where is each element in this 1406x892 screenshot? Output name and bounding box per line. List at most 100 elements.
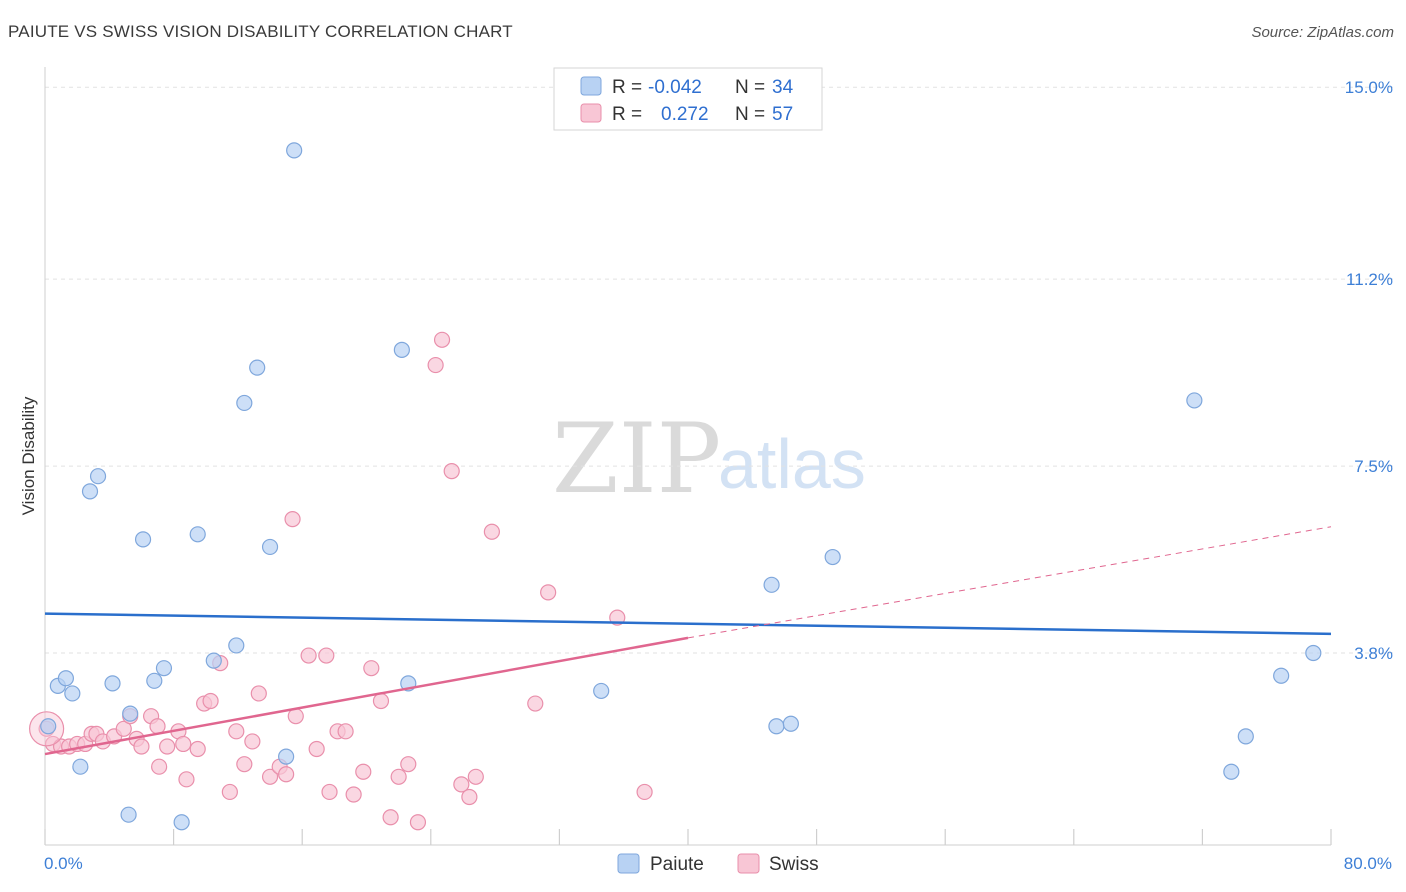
paiute-point <box>1305 644 1322 662</box>
chart-title: PAIUTE VS SWISS VISION DISABILITY CORREL… <box>8 22 513 41</box>
y-axis-label: Vision Disability <box>19 396 38 515</box>
paiute-point <box>173 814 190 831</box>
paiute-point <box>228 637 245 654</box>
paiute-point <box>393 341 410 359</box>
paiute-point <box>782 715 799 732</box>
legend-box: R = -0.042 N = 34 R = 0.272 N = 57 <box>553 67 823 131</box>
swiss-point <box>427 356 444 374</box>
source-credit: Source: ZipAtlas.com <box>1251 24 1394 41</box>
legend-swiss-swatch <box>580 103 602 123</box>
swiss-point <box>284 511 301 528</box>
swiss-point <box>337 723 354 740</box>
bottom-legend-swiss-swatch <box>737 853 760 874</box>
paiute-point <box>763 576 780 593</box>
bottom-legend-swiss-label: Swiss <box>769 854 819 875</box>
swiss-point <box>261 768 279 785</box>
legend-paiute-r-value: -0.042 <box>648 77 702 98</box>
legend-swiss-r-value: 0.272 <box>661 104 709 125</box>
swiss-point <box>453 776 470 793</box>
gridlines <box>45 86 1394 654</box>
swiss-points <box>29 331 653 831</box>
paiute-point <box>1186 392 1203 409</box>
paiute-point <box>72 758 89 775</box>
swiss-trend-extension <box>687 526 1332 639</box>
swiss-point <box>318 647 335 664</box>
swiss-point <box>228 723 245 740</box>
paiute-point <box>278 748 295 765</box>
paiute-point <box>104 675 121 692</box>
paiute-point <box>249 359 266 376</box>
paiute-point <box>286 142 303 159</box>
swiss-point <box>244 733 261 750</box>
swiss-point <box>236 756 253 773</box>
swiss-point <box>527 695 544 712</box>
paiute-point <box>64 685 81 702</box>
bottom-legend-paiute-swatch <box>617 853 640 874</box>
y-tick-label: 15.0% <box>1345 78 1393 97</box>
swiss-point <box>540 584 557 601</box>
swiss-point <box>443 463 460 480</box>
paiute-point <box>1273 667 1290 684</box>
watermark-zip: ZIP <box>552 403 721 515</box>
swiss-point <box>461 788 478 806</box>
legend-swiss-n-value: 57 <box>772 104 793 125</box>
paiute-point <box>189 526 206 543</box>
swiss-point <box>151 758 168 775</box>
legend-paiute-n-label: N = <box>735 77 765 98</box>
x-tick-label-min: 0.0% <box>44 854 83 873</box>
paiute-point <box>824 548 841 566</box>
swiss-point <box>433 331 451 348</box>
paiute-point <box>1223 763 1240 780</box>
swiss-point <box>159 738 176 755</box>
bottom-legend: Paiute Swiss <box>617 853 819 875</box>
paiute-point <box>57 670 74 687</box>
swiss-point <box>202 692 219 710</box>
swiss-point <box>636 783 653 801</box>
legend-paiute-n-value: 34 <box>772 77 794 98</box>
swiss-point <box>278 766 295 783</box>
paiute-point <box>89 468 107 485</box>
paiute-point <box>81 483 99 500</box>
x-tick-label-max: 80.0% <box>1344 854 1392 873</box>
swiss-point <box>390 768 407 785</box>
paiute-trend-line <box>44 612 1332 636</box>
swiss-point <box>221 783 238 801</box>
legend-swiss-r-label: R = <box>612 104 642 125</box>
paiute-point <box>40 718 57 735</box>
paiute-point <box>134 531 152 548</box>
paiute-point <box>155 660 173 677</box>
swiss-point <box>300 647 317 664</box>
swiss-point <box>483 523 500 540</box>
swiss-point <box>467 768 484 785</box>
paiute-point <box>261 538 279 556</box>
swiss-point <box>133 738 150 755</box>
swiss-point <box>363 660 380 677</box>
legend-paiute-swatch <box>580 76 602 96</box>
swiss-point <box>355 763 372 780</box>
paiute-point <box>120 806 137 823</box>
swiss-point <box>345 786 362 803</box>
swiss-point <box>400 756 417 773</box>
y-tick-label: 11.2% <box>1346 270 1393 289</box>
watermark-atlas: atlas <box>718 425 866 503</box>
swiss-point <box>372 692 390 710</box>
swiss-point <box>189 740 206 758</box>
swiss-trend-line <box>44 636 689 756</box>
swiss-point <box>250 685 267 702</box>
swiss-point <box>115 720 132 737</box>
y-tick-labels: 3.8% 7.5% 11.2% 15.0% <box>1345 78 1393 663</box>
legend-swiss-n-label: N = <box>735 104 765 125</box>
swiss-point <box>175 735 192 753</box>
y-tick-label: 3.8% <box>1354 644 1393 663</box>
x-tick-marks <box>44 829 1332 845</box>
legend-paiute-r-label: R = <box>612 77 642 98</box>
y-tick-label: 7.5% <box>1354 457 1393 476</box>
paiute-point <box>205 652 222 669</box>
paiute-points <box>40 142 1322 831</box>
trend-lines <box>44 526 1332 756</box>
paiute-point <box>122 705 139 722</box>
swiss-point <box>178 771 195 788</box>
paiute-point <box>146 672 163 689</box>
paiute-point <box>593 682 610 700</box>
swiss-point <box>409 814 427 831</box>
